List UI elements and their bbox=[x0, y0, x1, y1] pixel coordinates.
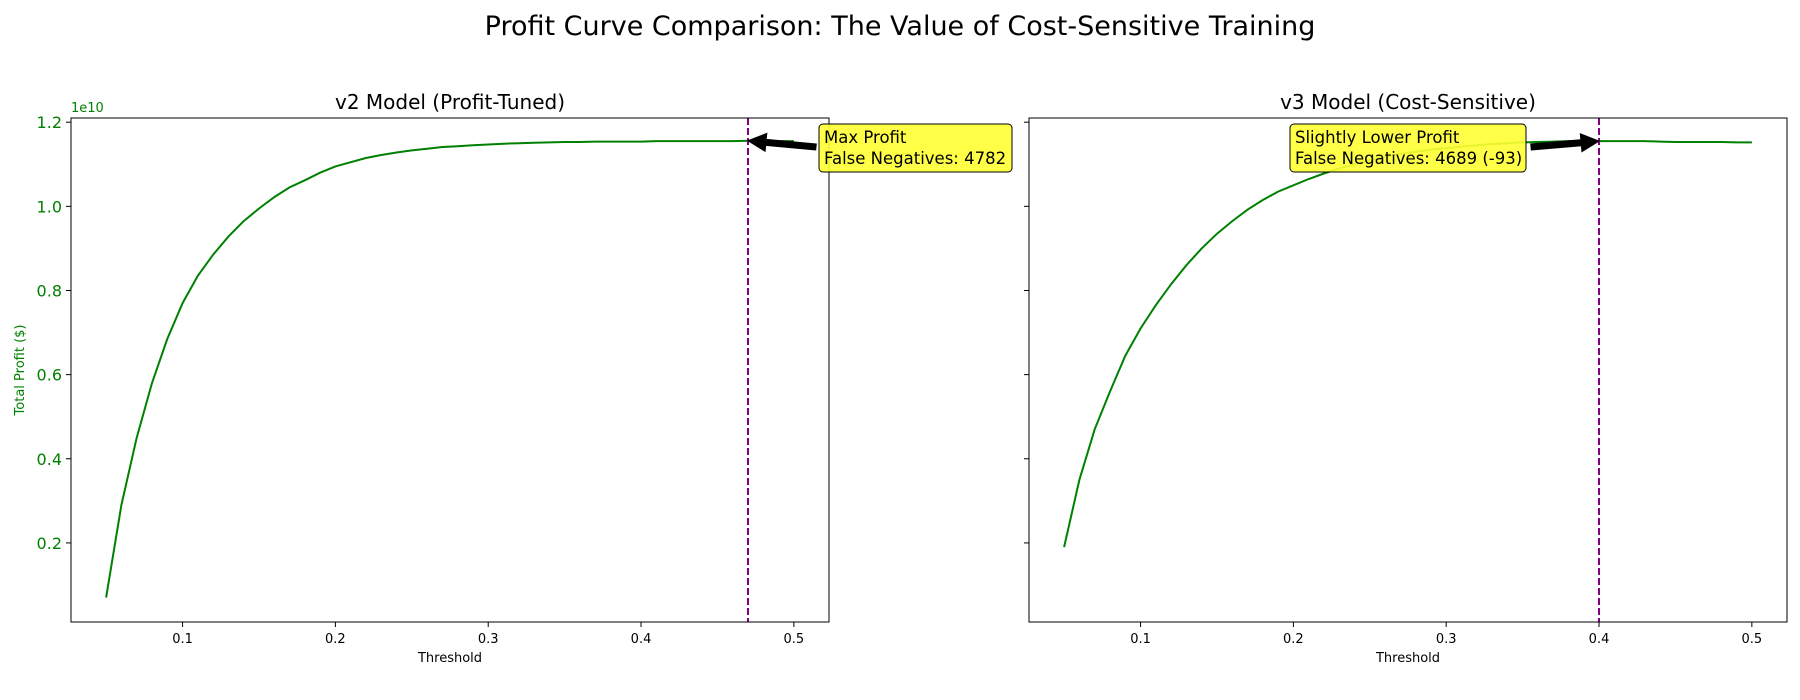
annotation-text: False Negatives: 4782 bbox=[824, 149, 1006, 168]
profit-curve-line bbox=[105, 139, 794, 598]
annotation-box bbox=[1289, 123, 1527, 173]
y-tick-label: 0.8 bbox=[37, 281, 62, 300]
y-tick-label: 0.4 bbox=[37, 450, 62, 469]
axes-title: v2 Model (Profit-Tuned) bbox=[335, 90, 565, 114]
annotation-box bbox=[818, 123, 1013, 173]
x-tick-label: 0.4 bbox=[1589, 632, 1610, 647]
axes-title: v3 Model (Cost-Sensitive) bbox=[1280, 90, 1536, 114]
profit-curve-line bbox=[1063, 140, 1752, 548]
annotation-text: Slightly Lower Profit bbox=[1295, 128, 1460, 147]
annotation-text: Max Profit bbox=[824, 128, 907, 147]
axes-frame bbox=[70, 117, 830, 623]
x-tick-label: 0.3 bbox=[1436, 632, 1457, 647]
x-tick-label: 0.2 bbox=[325, 632, 346, 647]
figure-title: Profit Curve Comparison: The Value of Co… bbox=[485, 11, 1316, 42]
x-tick-label: 0.5 bbox=[784, 632, 805, 647]
y-offset-label: 1e10 bbox=[71, 101, 104, 116]
x-tick-label: 0.1 bbox=[172, 632, 193, 647]
annotation-arrow bbox=[1530, 132, 1601, 153]
annotation-arrow bbox=[746, 132, 817, 153]
axes-frame bbox=[1028, 117, 1788, 623]
x-tick-label: 0.4 bbox=[631, 632, 652, 647]
x-tick-label: 0.1 bbox=[1130, 632, 1151, 647]
annotation-text: False Negatives: 4689 (-93) bbox=[1295, 149, 1522, 168]
y-tick-label: 0.2 bbox=[37, 534, 62, 553]
y-tick-label: 1.0 bbox=[37, 197, 62, 216]
chart-panel-v3: v3 Model (Cost-Sensitive) 0.1 0.2 0.3 0.4 0.5… bbox=[1024, 90, 1788, 666]
y-tick-label: 0.6 bbox=[37, 366, 62, 385]
y-axis-label: Total Profit ($) bbox=[13, 325, 28, 417]
x-axis-label: Threshold bbox=[1375, 651, 1440, 666]
y-tick-label: 1.2 bbox=[37, 113, 62, 132]
x-tick-label: 0.2 bbox=[1283, 632, 1304, 647]
x-tick-label: 0.3 bbox=[478, 632, 499, 647]
x-tick-label: 0.5 bbox=[1742, 632, 1763, 647]
chart-panel-v2: v2 Model (Profit-Tuned) 0.1 0.2 0.3 0.4 0.5 0.… bbox=[13, 90, 1013, 666]
x-axis-label: Threshold bbox=[417, 651, 482, 666]
